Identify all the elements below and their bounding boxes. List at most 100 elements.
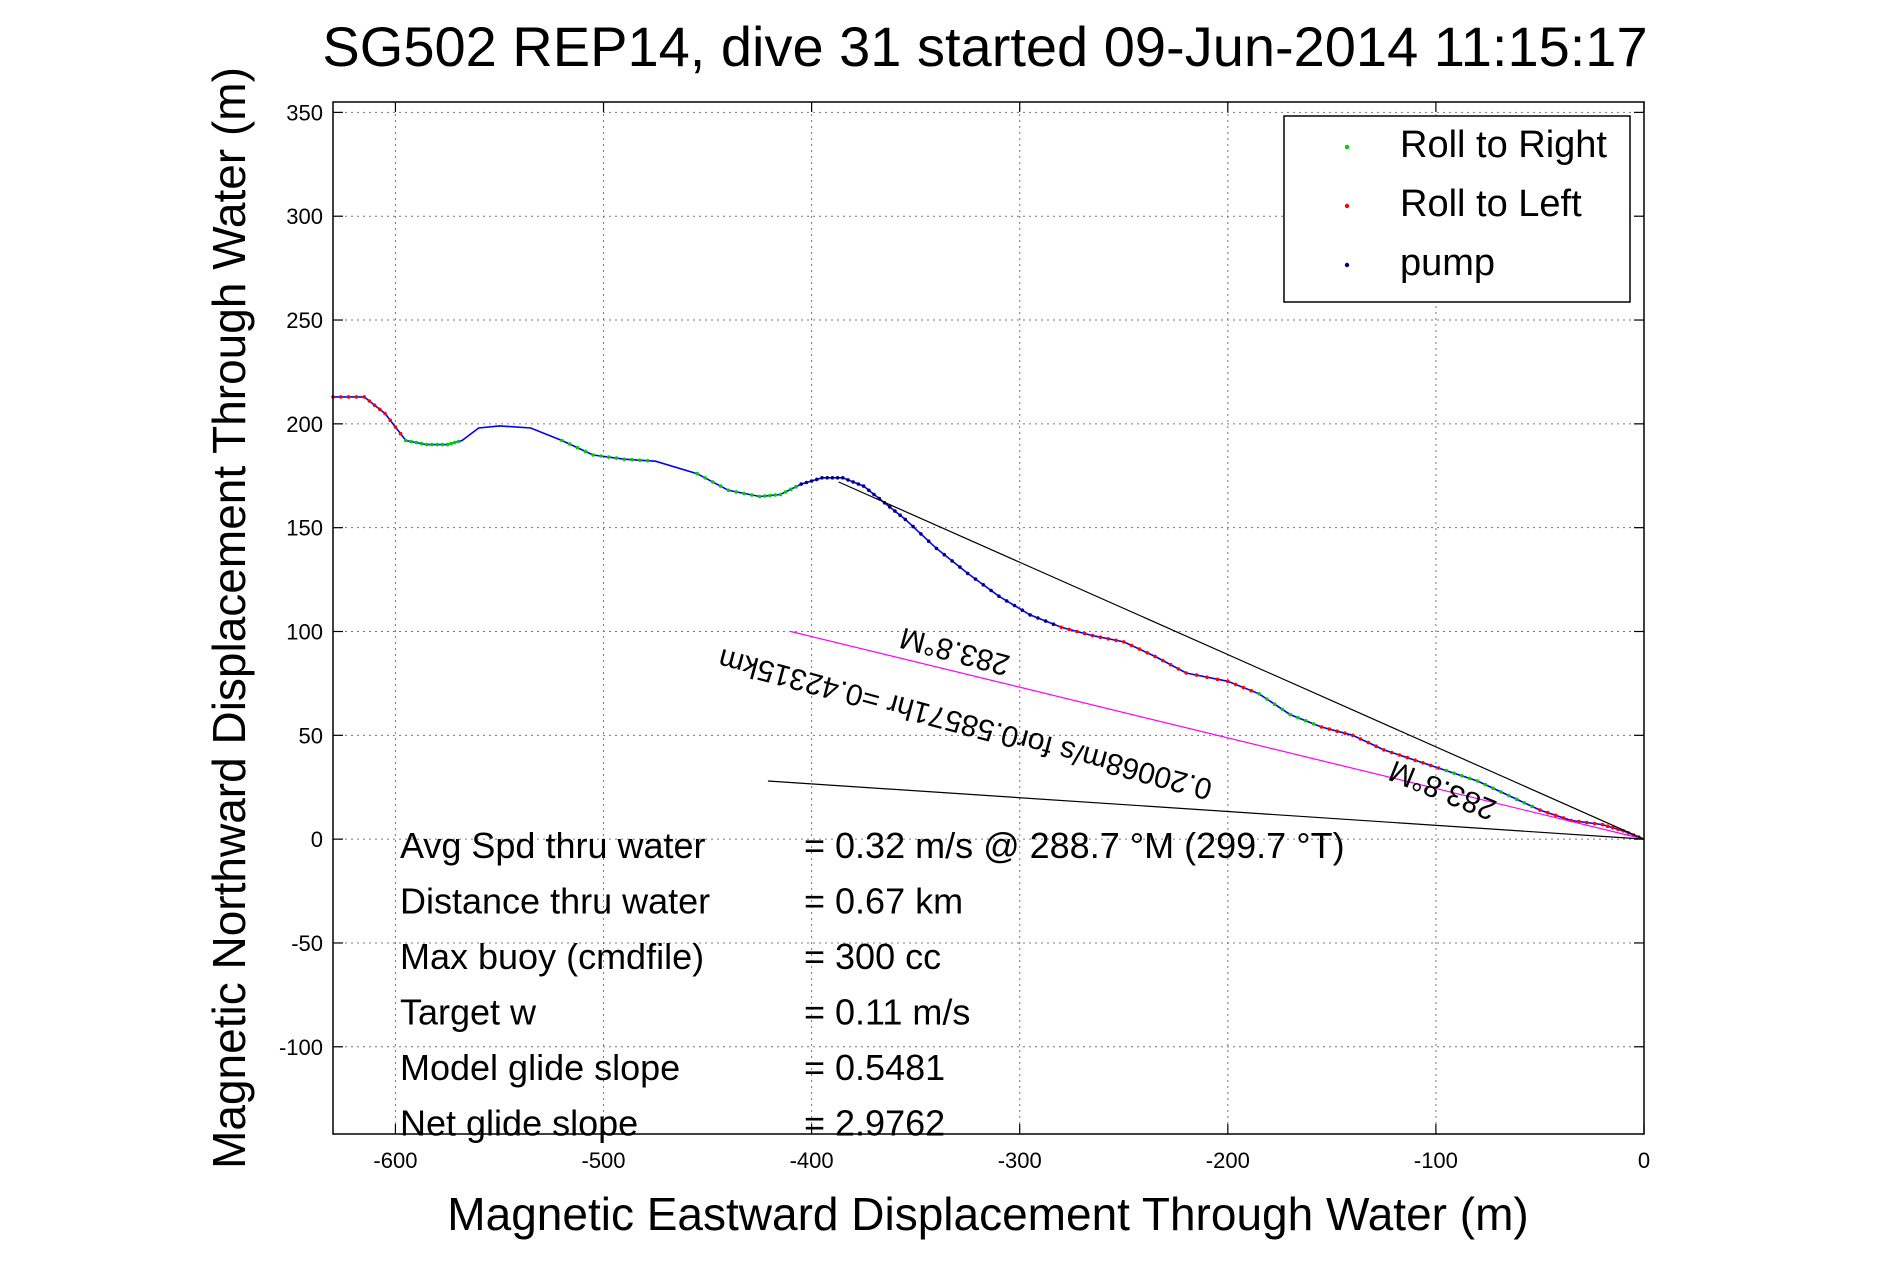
y-tick-label: -100	[279, 1035, 323, 1060]
track-marker	[799, 482, 803, 486]
track-marker	[1374, 744, 1378, 748]
x-tick-label: -400	[790, 1148, 834, 1173]
track-marker	[1530, 804, 1534, 809]
track-marker	[1428, 763, 1433, 768]
y-tick-label: 200	[286, 412, 323, 437]
track-marker	[1205, 675, 1209, 679]
track-marker	[599, 454, 603, 458]
grid-lines	[333, 102, 1645, 1134]
track-marker	[1389, 750, 1394, 755]
track-marker	[973, 577, 978, 581]
track-marker	[445, 442, 450, 447]
track-marker	[1004, 599, 1009, 603]
track-marker	[809, 479, 814, 483]
track-marker	[367, 399, 372, 403]
stat-label: Target w	[400, 992, 537, 1033]
track-marker	[942, 552, 947, 557]
stat-value: = 0.11 m/s	[804, 992, 970, 1033]
track-marker	[1226, 679, 1230, 684]
track-marker	[1585, 820, 1589, 825]
track-marker	[1176, 667, 1181, 671]
track-marker	[1366, 740, 1371, 745]
track-marker	[1249, 688, 1253, 693]
track-marker	[1592, 821, 1597, 826]
track-marker	[1382, 748, 1386, 752]
track-marker	[409, 439, 413, 444]
track-marker	[763, 494, 767, 498]
track-marker	[1538, 808, 1542, 812]
track-marker	[1265, 697, 1269, 701]
stat-value: = 300 cc	[804, 936, 941, 977]
track-marker	[1600, 822, 1605, 827]
track-marker	[1241, 685, 1246, 690]
legend-label: Roll to Right	[1400, 124, 1607, 166]
track-marker	[1067, 627, 1071, 632]
track-marker	[1288, 712, 1292, 717]
y-tick-label: 250	[286, 308, 323, 333]
track-marker	[1553, 813, 1558, 818]
track-marker	[1194, 673, 1199, 677]
track-marker	[1421, 761, 1425, 765]
track-marker	[1311, 722, 1316, 726]
track-marker	[768, 493, 772, 498]
track-marker	[1611, 825, 1615, 830]
track-marker	[1546, 810, 1550, 815]
y-tick-label: -50	[291, 931, 323, 956]
track-marker	[794, 484, 798, 489]
track-marker	[856, 482, 861, 486]
track-marker	[934, 546, 939, 551]
track-marker	[919, 532, 923, 536]
track-marker	[950, 559, 954, 563]
track-marker	[783, 490, 788, 494]
track-marker	[742, 491, 746, 496]
track-marker	[867, 488, 871, 493]
track-marker	[1184, 671, 1188, 675]
track-marker	[339, 395, 343, 399]
track-marker	[1444, 768, 1449, 773]
track-marker	[1460, 774, 1464, 778]
track-marker	[449, 441, 453, 446]
track-marker	[583, 449, 588, 454]
track-marker	[575, 445, 580, 450]
track-marker	[645, 458, 650, 463]
track-marker	[893, 509, 897, 513]
track-marker	[638, 458, 642, 463]
y-tick-label: 50	[299, 723, 323, 748]
track-marker	[1413, 758, 1417, 762]
track-marker	[1514, 797, 1519, 801]
reference-lines	[767, 481, 1645, 840]
legend-label: Roll to Left	[1400, 183, 1582, 225]
y-tick-label: 0	[311, 827, 323, 852]
track-marker	[734, 490, 738, 494]
track-marker	[750, 493, 754, 497]
track-marker	[1082, 631, 1087, 636]
track-marker	[414, 440, 419, 445]
track-marker	[383, 411, 387, 416]
track-marker	[440, 442, 445, 447]
stats-block: Avg Spd thru water = 0.32 m/s @ 288.7 °M …	[400, 825, 1345, 1144]
track-marker	[825, 476, 829, 480]
track-marker	[1296, 715, 1300, 720]
track-marker	[778, 492, 783, 497]
x-tick-label: -200	[1206, 1148, 1250, 1173]
track-marker	[981, 583, 986, 587]
track-marker	[911, 524, 915, 529]
track-marker	[1122, 640, 1126, 644]
track-marker	[887, 505, 892, 509]
track-marker	[435, 442, 439, 447]
reference-line	[790, 630, 1645, 840]
y-tick-label: 350	[286, 100, 323, 125]
track-marker	[695, 471, 699, 476]
y-tick-labels: 350 300 250 200 150 100 50 0 -50 -100	[279, 100, 323, 1059]
x-axis-label: Magnetic Eastward Displacement Through W…	[447, 1188, 1528, 1240]
track-marker	[1012, 603, 1017, 608]
track-marker	[1028, 613, 1032, 617]
track-marker	[362, 395, 367, 399]
track-marker	[965, 571, 970, 576]
track-marker	[1043, 619, 1048, 623]
track-marker	[1036, 616, 1040, 620]
track-group	[331, 395, 1645, 840]
track-marker	[1168, 662, 1173, 667]
track-marker	[419, 441, 424, 446]
